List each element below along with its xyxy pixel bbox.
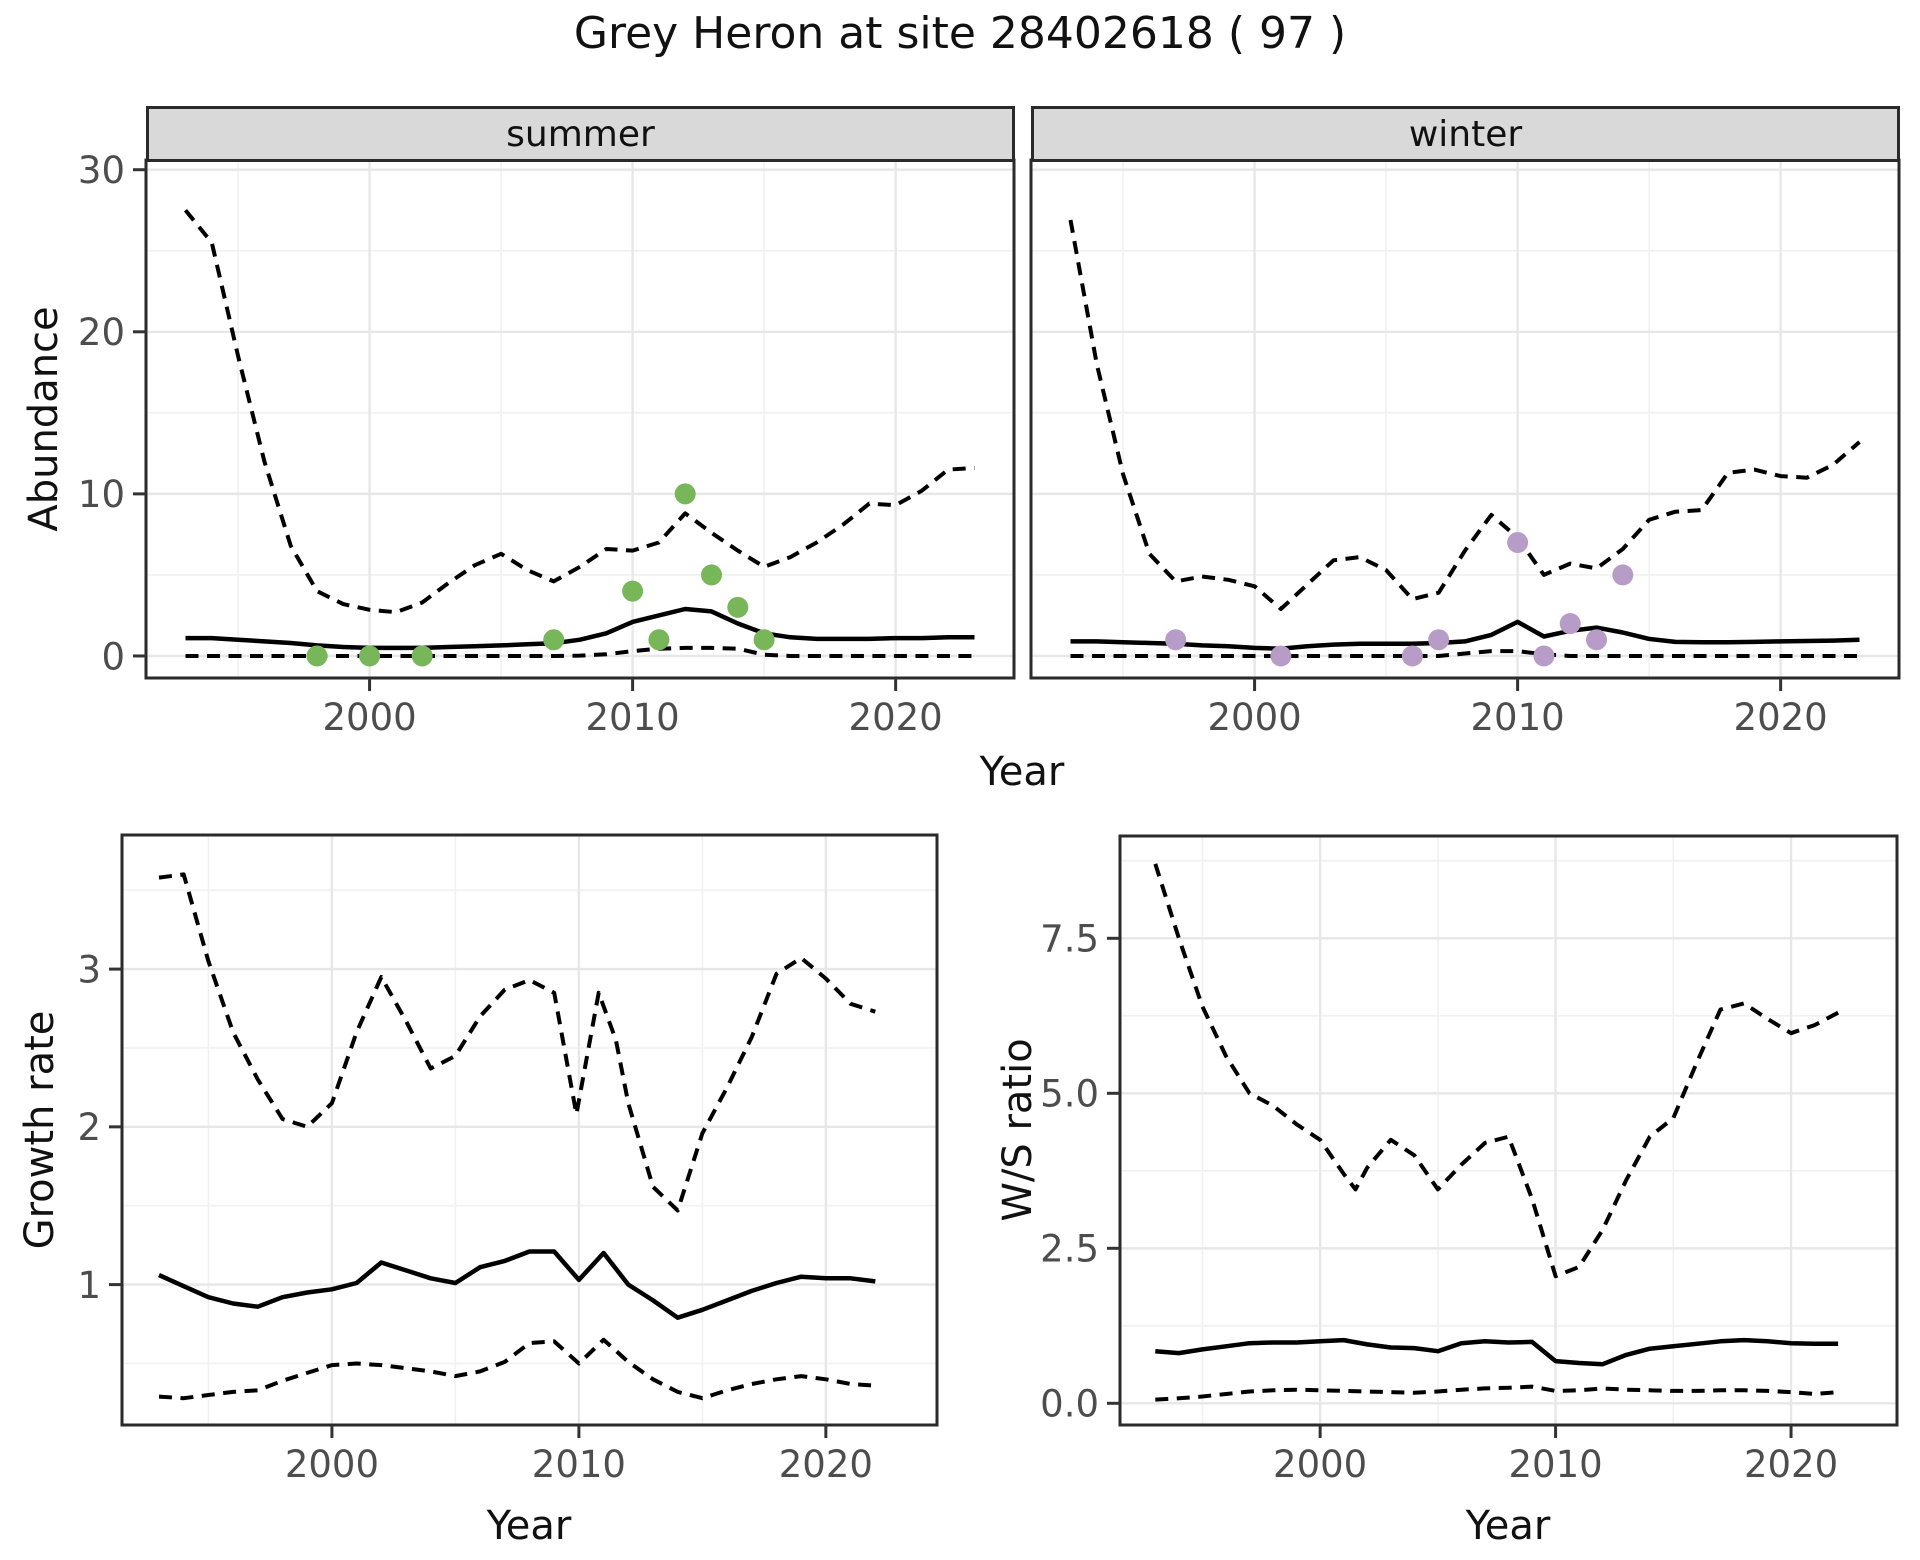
winter-lower-ci-line <box>1070 649 1860 658</box>
winter-upper-ci-line <box>1068 219 1861 611</box>
ws-ratio-panel-background <box>1120 836 1897 1425</box>
growth-rate-panel-border <box>120 833 939 1427</box>
facet-strip-winter-label: winter <box>1408 113 1523 155</box>
ws-ratio-upper-ci-line <box>1153 863 1840 1279</box>
winter-median-line <box>1070 619 1860 651</box>
growth-rate-y-tick-label: 1 <box>77 1264 101 1307</box>
top-x-axis-title: Year <box>979 749 1065 795</box>
growth-rate-lower-ci-line <box>158 1337 876 1401</box>
ws-ratio-y-tick-label: 0.0 <box>1040 1383 1099 1426</box>
winter-observation-point <box>1507 532 1529 554</box>
chart-title: Grey Heron at site 28402618 ( 97 ) <box>573 8 1347 59</box>
growth-rate-panel-background <box>122 835 937 1425</box>
facet-strip-summer-label: summer <box>506 113 655 155</box>
ws-ratio-median-line <box>1155 1337 1839 1367</box>
ws-ratio-y-axis-title: W/S ratio <box>995 1038 1041 1222</box>
summer-y-tick-label: 20 <box>78 311 125 354</box>
ws-ratio-x-tick-label: 2020 <box>1744 1443 1838 1486</box>
summer-y-tick-label: 30 <box>78 149 125 192</box>
summer-y-tick-label: 0 <box>101 635 125 678</box>
ws-ratio-x-tick-label: 2010 <box>1509 1443 1603 1486</box>
facet-strip-winter: winter <box>1031 106 1900 162</box>
winter-observation-point <box>1270 645 1292 667</box>
summer-observation-point <box>359 645 381 667</box>
summer-observation-point <box>622 580 644 602</box>
ws-ratio-x-axis-title: Year <box>1465 1503 1551 1549</box>
winter-observation-point <box>1533 645 1555 667</box>
summer-observation-point <box>674 483 696 505</box>
facet-strip-summer: summer <box>146 106 1015 162</box>
winter-observation-point <box>1165 629 1187 651</box>
summer-observation-point <box>648 629 670 651</box>
summer-median-line <box>185 606 975 651</box>
winter-x-tick-label: 2020 <box>1734 696 1828 739</box>
winter-x-tick-label: 2010 <box>1471 696 1565 739</box>
growth-rate-median-line <box>158 1249 876 1320</box>
summer-panel-background <box>146 160 1014 678</box>
summer-observation-point <box>701 564 723 586</box>
ws-ratio-panel-border <box>1118 834 1899 1427</box>
summer-observation-point <box>411 645 433 667</box>
growth-rate-x-axis-title: Year <box>486 1503 572 1549</box>
winter-x-tick-label: 2000 <box>1207 696 1301 739</box>
summer-observation-point <box>306 645 328 667</box>
summer-upper-ci-line <box>183 208 975 615</box>
ws-ratio-y-tick-label: 5.0 <box>1040 1073 1099 1116</box>
growth-rate-y-tick-label: 3 <box>77 948 101 991</box>
ws-ratio-y-tick-label: 2.5 <box>1040 1228 1099 1271</box>
growth-rate-upper-ci-line <box>158 872 876 1213</box>
summer-x-tick-label: 2000 <box>322 696 416 739</box>
summer-observation-point <box>753 629 775 651</box>
growth-rate-y-tick-label: 2 <box>77 1106 101 1149</box>
summer-x-tick-label: 2010 <box>586 696 680 739</box>
ws-ratio-y-tick-label: 7.5 <box>1040 918 1099 961</box>
summer-y-tick-label: 10 <box>78 473 125 516</box>
growth-rate-x-tick-label: 2010 <box>532 1443 626 1486</box>
summer-x-tick-label: 2020 <box>849 696 943 739</box>
winter-observation-point <box>1428 629 1450 651</box>
growth-rate-y-axis-title: Growth rate <box>17 1010 63 1250</box>
winter-panel-background <box>1031 160 1899 678</box>
growth-rate-x-tick-label: 2000 <box>285 1443 379 1486</box>
summer-observation-point <box>727 596 749 618</box>
winter-observation-point <box>1401 645 1423 667</box>
winter-observation-point <box>1559 613 1581 635</box>
winter-observation-point <box>1612 564 1634 586</box>
winter-observation-point <box>1586 629 1608 651</box>
growth-rate-x-tick-label: 2020 <box>779 1443 873 1486</box>
abundance-y-axis-title: Abundance <box>21 306 67 532</box>
ws-ratio-lower-ci-line <box>1155 1384 1839 1402</box>
ws-ratio-x-tick-label: 2000 <box>1273 1443 1367 1486</box>
summer-observation-point <box>543 629 565 651</box>
